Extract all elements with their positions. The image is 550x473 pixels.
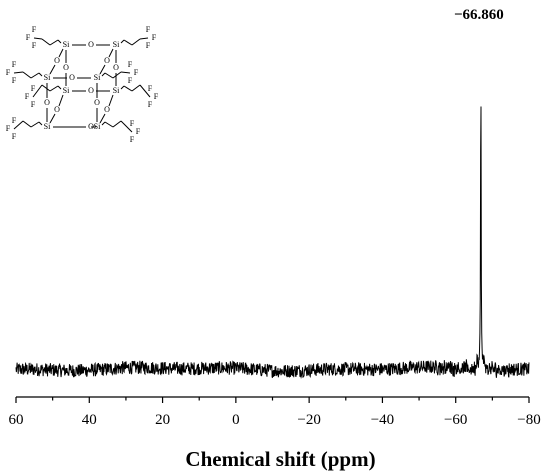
bond-line bbox=[30, 72, 40, 79]
bond-line bbox=[123, 39, 133, 46]
atom-label: F bbox=[32, 25, 37, 34]
atom-label: O bbox=[88, 122, 94, 131]
bond-line bbox=[58, 94, 64, 107]
bond-line bbox=[108, 48, 114, 58]
atom-label: O bbox=[44, 98, 50, 107]
atom-label: O bbox=[104, 105, 110, 114]
bond-line bbox=[38, 72, 43, 77]
x-tick-label: −20 bbox=[297, 412, 320, 428]
bond-line bbox=[33, 37, 43, 40]
bond-line bbox=[120, 71, 131, 74]
bond-line bbox=[139, 84, 151, 98]
bond-line bbox=[104, 72, 114, 79]
bond-line bbox=[58, 48, 64, 58]
x-axis-ticks bbox=[15, 397, 530, 403]
atom-label: F bbox=[136, 127, 141, 136]
atom-label: F bbox=[146, 41, 151, 50]
atom-label: F bbox=[148, 84, 153, 93]
bond-line bbox=[123, 85, 133, 92]
bond-line bbox=[41, 38, 51, 46]
bond-line bbox=[104, 121, 114, 128]
bond-line bbox=[120, 120, 133, 133]
bond-line bbox=[112, 120, 122, 128]
bond-line bbox=[131, 38, 141, 46]
atom-label: O bbox=[94, 98, 100, 107]
atom-label: Si bbox=[44, 122, 51, 131]
atom-label: F bbox=[32, 41, 37, 50]
atom-label: O bbox=[104, 56, 110, 65]
x-tick-label: 60 bbox=[9, 412, 24, 428]
atom-label: F bbox=[12, 132, 17, 141]
atom-label: F bbox=[6, 124, 11, 133]
x-axis-tick-labels: 60 40 20 0 −20 −40 −60 −80 bbox=[9, 412, 541, 428]
x-tick-label: −40 bbox=[371, 412, 394, 428]
atom-label: O bbox=[63, 63, 69, 72]
bond-line bbox=[22, 120, 32, 128]
atom-label: F bbox=[25, 92, 30, 101]
bond-line bbox=[99, 113, 106, 124]
x-axis-title: Chemical shift (ppm) bbox=[185, 447, 375, 471]
atom-label: F bbox=[6, 68, 11, 77]
atom-label: F bbox=[12, 76, 17, 85]
bond-line bbox=[22, 71, 32, 79]
bond-line bbox=[101, 72, 106, 77]
atom-label: Si bbox=[44, 73, 51, 82]
bond-line bbox=[57, 85, 62, 90]
bond-line bbox=[99, 64, 106, 75]
atom-label: F bbox=[146, 25, 151, 34]
atom-label: F bbox=[134, 68, 139, 77]
x-tick-label: 40 bbox=[82, 412, 97, 428]
bond-line bbox=[120, 85, 125, 90]
bond-line bbox=[13, 120, 24, 130]
bond-line bbox=[57, 39, 62, 44]
atom-label: F bbox=[152, 33, 157, 42]
atom-label: F bbox=[154, 92, 159, 101]
bond-line bbox=[112, 71, 122, 79]
atom-label: O bbox=[113, 63, 119, 72]
atom-label: F bbox=[128, 76, 133, 85]
bond-line bbox=[30, 121, 40, 128]
atom-label: F bbox=[130, 119, 135, 128]
atom-label: F bbox=[31, 100, 36, 109]
bond-line bbox=[120, 39, 125, 44]
bond-line bbox=[131, 84, 141, 92]
bond-line bbox=[49, 39, 59, 46]
bond-line bbox=[108, 94, 114, 107]
bond-line bbox=[139, 37, 149, 40]
bond-line bbox=[49, 64, 56, 75]
x-tick-label: 0 bbox=[232, 412, 240, 428]
atom-label: O bbox=[69, 73, 75, 82]
x-tick-label: −60 bbox=[444, 412, 467, 428]
atom-label: O bbox=[88, 40, 94, 49]
atom-label: F bbox=[26, 33, 31, 42]
bond-line bbox=[49, 85, 59, 92]
atom-label: Si bbox=[63, 40, 70, 49]
atom-label: F bbox=[148, 100, 153, 109]
atom-label: F bbox=[128, 60, 133, 69]
bond-line bbox=[38, 121, 43, 126]
x-tick-label: 20 bbox=[155, 412, 170, 428]
atom-label: F bbox=[31, 84, 36, 93]
bond-line bbox=[41, 84, 51, 92]
atom-label: O bbox=[54, 56, 60, 65]
x-tick-label: −80 bbox=[517, 412, 540, 428]
bond-line bbox=[101, 121, 106, 126]
bond-line bbox=[32, 84, 43, 98]
atom-label: F bbox=[12, 60, 17, 69]
atom-label: O bbox=[88, 86, 94, 95]
atom-label: O bbox=[54, 105, 60, 114]
atom-label: Si bbox=[94, 122, 101, 131]
atom-label: F bbox=[12, 116, 17, 125]
spectrum-line bbox=[15, 106, 530, 379]
atom-label: Si bbox=[113, 86, 120, 95]
bond-line bbox=[13, 71, 24, 74]
bond-line bbox=[49, 113, 56, 124]
atom-label: Si bbox=[113, 40, 120, 49]
atom-label: Si bbox=[63, 86, 70, 95]
atom-label: Si bbox=[94, 73, 101, 82]
atom-label: F bbox=[130, 135, 135, 144]
peak-label: −66.860 bbox=[454, 7, 504, 23]
